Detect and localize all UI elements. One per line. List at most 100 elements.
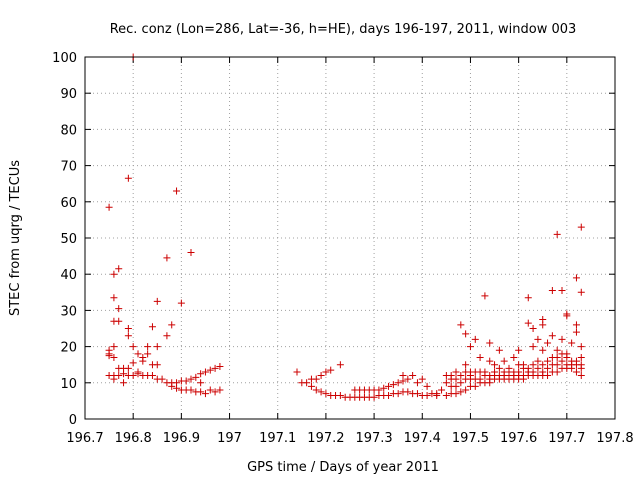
data-point [192,373,200,381]
data-point [124,174,132,182]
data-point [544,339,552,347]
data-point [399,372,407,380]
data-point [452,368,460,376]
data-point [452,382,460,390]
data-point [317,372,325,380]
data-point [495,346,503,354]
data-point [457,379,465,387]
x-tick-label: 197.2 [307,431,344,446]
data-point [409,372,417,380]
data-point [105,203,113,211]
data-point [568,339,576,347]
data-point [124,332,132,340]
data-point [457,388,465,396]
data-point [134,350,142,358]
data-point [577,288,585,296]
y-tick-label: 60 [60,196,77,211]
data-point [148,372,156,380]
data-point [413,390,421,398]
data-point [120,379,128,387]
data-point [105,352,113,360]
data-point [572,328,580,336]
data-point [153,297,161,305]
data-point [544,357,552,365]
y-tick-label: 80 [60,123,77,138]
data-point [163,332,171,340]
data-point [529,368,537,376]
data-point [524,364,532,372]
data-point [216,363,224,371]
data-point [404,388,412,396]
data-point [307,382,315,390]
data-point [515,346,523,354]
data-point [134,370,142,378]
data-point [471,382,479,390]
data-point [491,361,499,369]
data-point [370,393,378,401]
x-tick-label: 196.9 [163,431,200,446]
data-point [153,361,161,369]
data-point [548,332,556,340]
data-point [486,357,494,365]
data-point [534,364,542,372]
data-point [572,274,580,282]
x-tick-label: 197.4 [404,431,441,446]
x-tick-label: 197.1 [259,431,296,446]
data-point [515,368,523,376]
data-point [442,391,450,399]
data-point [558,286,566,294]
data-point [452,375,460,383]
data-point [197,370,205,378]
chart-title: Rec. conz (Lon=286, Lat=-36, h=HE), days… [110,22,577,37]
data-point [129,359,137,367]
data-point [168,382,176,390]
x-tick-label: 196.7 [66,431,103,446]
y-axis-label: STEC from uqrg / TECUs [8,160,23,316]
data-point [322,368,330,376]
data-point [539,315,547,323]
data-point [452,390,460,398]
y-tick-label: 100 [52,51,77,66]
data-point [572,368,580,376]
x-tick-label: 197.5 [452,431,489,446]
data-point [139,357,147,365]
data-point [418,375,426,383]
grid [85,57,615,419]
data-point [476,353,484,361]
data-point [375,386,383,394]
x-tick-label: 197.3 [355,431,392,446]
data-point [312,386,320,394]
data-point [577,223,585,231]
y-tick-label: 50 [60,232,77,247]
data-point [168,321,176,329]
data-point [129,343,137,351]
data-point [572,357,580,365]
data-point [177,299,185,307]
y-tick-label: 40 [60,268,77,283]
data-point [201,368,209,376]
data-point [524,319,532,327]
data-point [486,339,494,347]
data-point [124,325,132,332]
data-point [563,350,571,358]
data-point [548,286,556,294]
data-point [438,386,446,394]
data-point [182,377,190,385]
data-point [394,390,402,398]
data-point [563,310,571,318]
data-point [312,375,320,383]
data-point [471,335,479,343]
data-point [115,372,123,380]
x-tick-label: 197.7 [548,431,585,446]
data-point [389,381,397,389]
data-point [577,361,585,369]
data-point [187,248,195,256]
data-point [129,372,137,380]
data-point [553,230,561,238]
data-point [572,321,580,329]
data-point [524,294,532,302]
data-point [173,384,181,392]
data-point [539,368,547,376]
data-point [462,330,470,338]
data-point [206,366,214,374]
